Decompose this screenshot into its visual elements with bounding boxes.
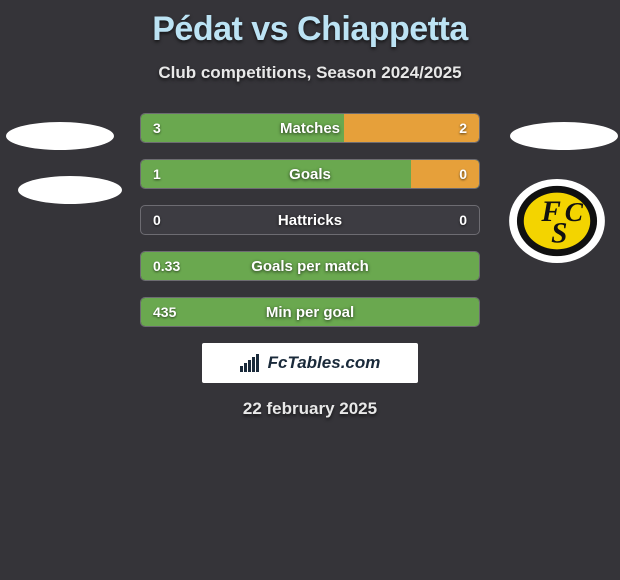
stat-row-matches: 3 2 Matches [140,113,480,143]
stat-row-min-per-goal: 435 Min per goal [140,297,480,327]
comparison-date: 22 february 2025 [0,399,620,419]
player-right-oval [510,122,618,150]
bar-label: Matches [141,114,479,142]
bar-label: Hattricks [141,206,479,234]
player-left-oval-2 [18,176,122,204]
comparison-subtitle: Club competitions, Season 2024/2025 [0,63,620,83]
stat-row-goals-per-match: 0.33 Goals per match [140,251,480,281]
stat-bars: 3 2 Matches 1 0 Goals 0 0 Hattricks 0.33… [140,113,480,327]
fctables-logo-text: FcTables.com [268,353,381,373]
comparison-title: Pédat vs Chiappetta [0,0,620,49]
bar-label: Min per goal [141,298,479,326]
club-logo-right: F C S [508,178,606,264]
stat-row-hattricks: 0 0 Hattricks [140,205,480,235]
bar-label: Goals per match [141,252,479,280]
bar-chart-icon [240,354,262,372]
bar-label: Goals [141,160,479,188]
player-left-oval-1 [6,122,114,150]
stat-row-goals: 1 0 Goals [140,159,480,189]
svg-text:C: C [565,197,584,227]
svg-text:S: S [551,218,567,250]
fctables-logo: FcTables.com [202,343,418,383]
